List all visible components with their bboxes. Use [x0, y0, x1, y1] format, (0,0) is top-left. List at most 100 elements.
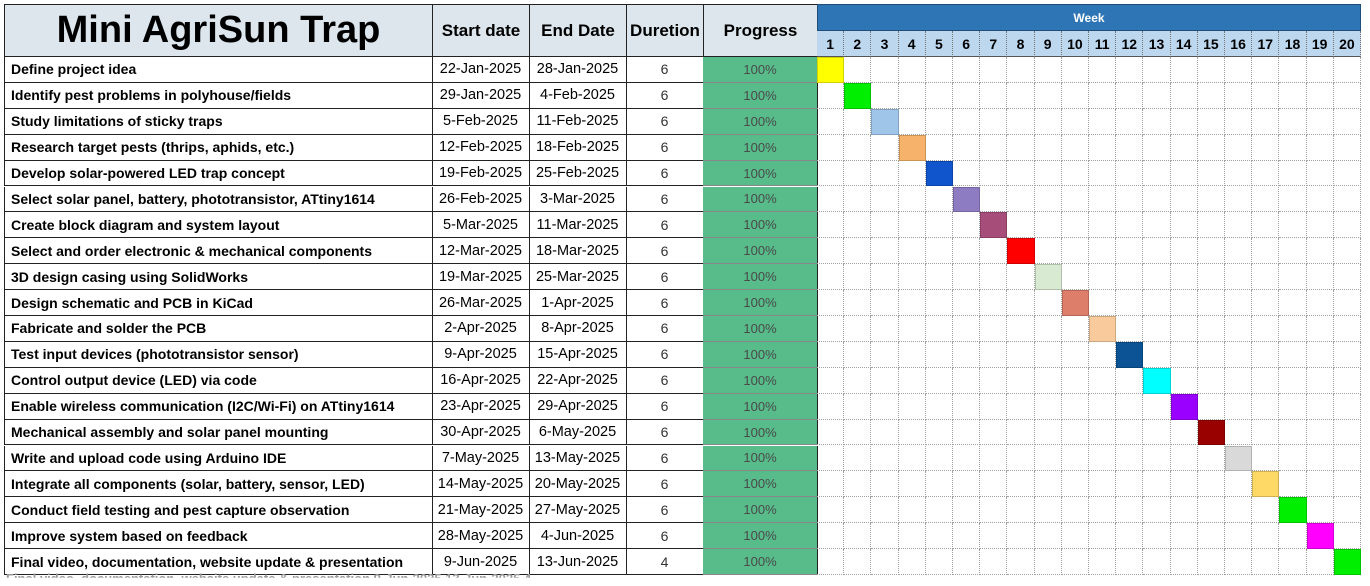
task-name: Mechanical assembly and solar panel moun… [4, 419, 433, 446]
week-grid-cell [898, 82, 926, 109]
week-grid-cell [1089, 108, 1117, 135]
week-grid-cell [1279, 341, 1307, 368]
week-grid-cell [953, 290, 981, 316]
task-start-date: 7-May-2025 [432, 445, 530, 472]
week-grid-cell [898, 108, 926, 135]
week-number-label: 15 [1197, 31, 1225, 57]
task-duration: 6 [626, 523, 704, 550]
week-grid-cell [1061, 497, 1089, 524]
week-grid-cell [1089, 57, 1117, 83]
task-name: Define project idea [4, 57, 433, 83]
task-duration: 6 [626, 82, 704, 109]
week-grid-cell [1197, 549, 1225, 575]
week-grid-cell [980, 316, 1008, 342]
week-grid-cell [980, 471, 1008, 498]
week-grid-cell [1007, 57, 1035, 83]
task-end-date: 29-Apr-2025 [529, 393, 627, 420]
week-grid-cell [925, 290, 953, 316]
week-grid-cell [1252, 57, 1280, 83]
week-grid-cell [1333, 82, 1361, 109]
week-grid-cell [1252, 238, 1280, 265]
week-grid-cell [925, 471, 953, 498]
week-grid-cell [1225, 108, 1253, 135]
week-grid-cell [844, 264, 872, 291]
task-name: Write and upload code using Arduino IDE [4, 445, 433, 472]
task-progress: 100% [703, 549, 818, 575]
week-grid-cell [898, 290, 926, 316]
task-progress: 100% [703, 186, 818, 213]
column-header-duration: Duretion [626, 4, 704, 57]
week-grid-cell [1170, 160, 1198, 187]
week-grid-cell [1333, 445, 1361, 472]
task-end-date: 18-Feb-2025 [529, 134, 627, 161]
gantt-bar [1143, 367, 1171, 394]
week-grid-cell [1333, 497, 1361, 524]
task-start-date: 28-May-2025 [432, 523, 530, 550]
week-grid-cell [1279, 471, 1307, 498]
week-grid-cell [817, 238, 845, 265]
week-grid-cell [1061, 393, 1089, 420]
week-grid-cell [1306, 108, 1334, 135]
week-grid-cell [1143, 523, 1171, 550]
week-grid-cell [817, 445, 845, 472]
week-grid-cell [1034, 367, 1062, 394]
week-grid-cell [817, 316, 845, 342]
week-grid-cell [1279, 290, 1307, 316]
task-start-date: 5-Feb-2025 [432, 108, 530, 135]
task-name: Identify pest problems in polyhouse/fiel… [4, 82, 433, 109]
task-name: Select and order electronic & mechanical… [4, 238, 433, 265]
week-grid-cell [980, 82, 1008, 109]
task-end-date: 4-Feb-2025 [529, 82, 627, 109]
week-grid-cell [844, 160, 872, 187]
week-grid-cell [1089, 264, 1117, 291]
task-name: Test input devices (phototransistor sens… [4, 341, 433, 368]
week-grid-cell [1170, 134, 1198, 161]
week-grid-cell [1306, 238, 1334, 265]
week-grid-cell [1034, 549, 1062, 575]
week-grid-cell [1061, 445, 1089, 472]
week-grid-cell [1225, 341, 1253, 368]
week-grid-cell [925, 419, 953, 446]
week-grid-cell [1252, 549, 1280, 575]
week-grid-cell [844, 212, 872, 239]
week-grid-cell [898, 419, 926, 446]
week-grid-cell [871, 82, 899, 109]
week-grid-cell [871, 445, 899, 472]
week-grid-cell [871, 471, 899, 498]
week-grid-cell [1007, 290, 1035, 316]
task-duration: 6 [626, 367, 704, 394]
week-grid-cell [1333, 186, 1361, 213]
week-number-label: 20 [1333, 31, 1361, 57]
week-grid-cell [898, 523, 926, 550]
task-end-date: 25-Feb-2025 [529, 160, 627, 187]
task-duration: 6 [626, 445, 704, 472]
week-number-label: 10 [1061, 31, 1089, 57]
task-end-date: 18-Mar-2025 [529, 238, 627, 265]
week-grid-cell [1252, 316, 1280, 342]
week-grid-cell [817, 523, 845, 550]
week-number-label: 2 [844, 31, 872, 57]
task-start-date: 9-Jun-2025 [432, 549, 530, 575]
week-grid-cell [925, 445, 953, 472]
gantt-bar [1061, 290, 1089, 316]
week-grid-cell [953, 341, 981, 368]
task-start-date: 21-May-2025 [432, 497, 530, 524]
week-grid-cell [1061, 186, 1089, 213]
week-grid-cell [925, 393, 953, 420]
week-grid-cell [1116, 264, 1144, 291]
gantt-bar [844, 82, 872, 109]
week-grid-cell [980, 108, 1008, 135]
week-grid-cell [817, 367, 845, 394]
week-number-label: 4 [898, 31, 926, 57]
week-grid-cell [1306, 445, 1334, 472]
week-grid-cell [1306, 186, 1334, 213]
week-grid-cell [1061, 108, 1089, 135]
task-progress: 100% [703, 82, 818, 109]
week-grid-cell [1143, 160, 1171, 187]
week-grid-cell [925, 523, 953, 550]
task-progress: 100% [703, 393, 818, 420]
week-grid-cell [871, 134, 899, 161]
week-grid-cell [1197, 108, 1225, 135]
week-number-label: 11 [1089, 31, 1117, 57]
task-name: Research target pests (thrips, aphids, e… [4, 134, 433, 161]
